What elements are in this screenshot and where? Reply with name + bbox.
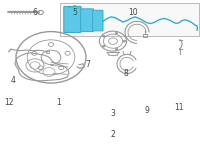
Text: 9: 9 <box>145 106 149 116</box>
Text: 7: 7 <box>86 60 90 69</box>
Text: 8: 8 <box>124 69 128 78</box>
FancyBboxPatch shape <box>93 10 103 31</box>
Circle shape <box>102 45 105 47</box>
FancyBboxPatch shape <box>64 6 81 32</box>
FancyBboxPatch shape <box>81 9 94 32</box>
Text: 10: 10 <box>128 8 138 17</box>
Text: 1: 1 <box>57 98 61 107</box>
Text: 12: 12 <box>4 98 14 107</box>
Text: 4: 4 <box>11 76 15 85</box>
Circle shape <box>102 35 105 37</box>
Text: 3: 3 <box>111 109 115 118</box>
Circle shape <box>115 32 118 34</box>
Bar <box>46 51 49 53</box>
Circle shape <box>115 48 118 50</box>
Circle shape <box>123 40 126 42</box>
FancyBboxPatch shape <box>60 3 199 36</box>
Text: 5: 5 <box>73 8 77 17</box>
Bar <box>143 34 147 37</box>
Text: 11: 11 <box>174 103 184 112</box>
Text: 2: 2 <box>111 130 115 139</box>
Text: 6: 6 <box>33 8 37 17</box>
